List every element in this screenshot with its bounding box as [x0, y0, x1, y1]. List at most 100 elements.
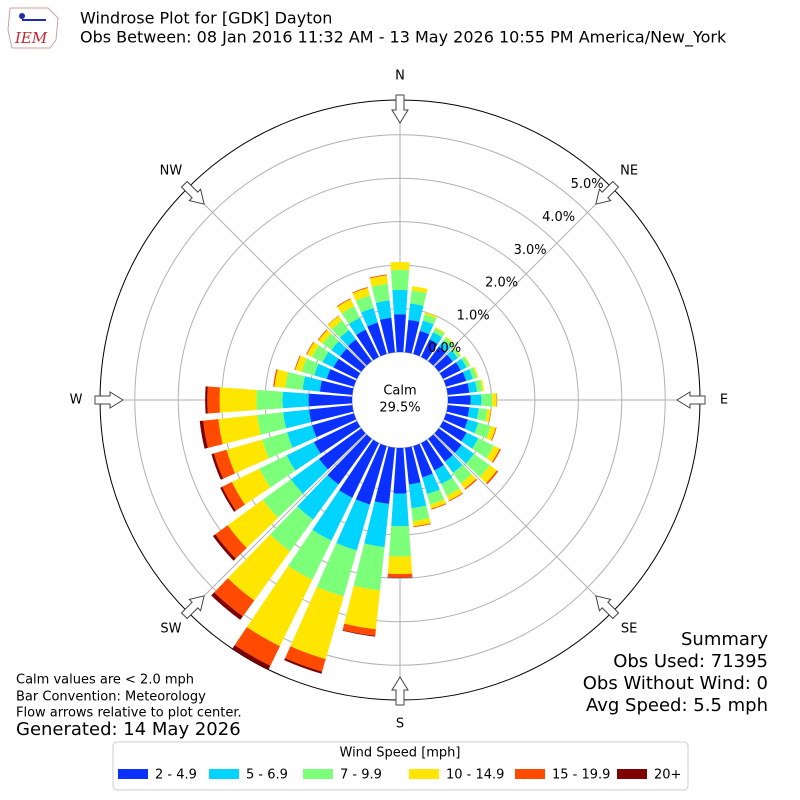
arrow-shape [94, 391, 124, 409]
bar-segment [413, 443, 433, 478]
note: Flow arrows relative to plot center. [16, 706, 242, 721]
bar-segment [327, 315, 339, 326]
bar-segment [428, 434, 453, 462]
grid-spoke [187, 187, 367, 367]
note: Calm values are < 2.0 mph [16, 673, 194, 688]
bar-segment [447, 350, 458, 362]
arrow-shape [391, 676, 409, 706]
summary: Summary [681, 629, 768, 650]
bar-segment [212, 534, 236, 561]
bar-segment [331, 320, 350, 338]
generated: Generated: 14 May 2026 [16, 719, 241, 740]
bar-segment [496, 393, 498, 407]
r-tick-label: 3.0% [514, 243, 547, 258]
legend-label: 5 - 6.9 [246, 768, 288, 783]
legend-label: 2 - 4.9 [155, 768, 197, 783]
arrow-shape [180, 180, 205, 205]
legend-label: 20+ [654, 768, 681, 783]
direction-label: N [395, 69, 405, 84]
legend-swatch [209, 769, 239, 779]
bar-segment [340, 348, 366, 372]
bar-segment [262, 479, 303, 518]
bar-segment [316, 543, 357, 597]
flow-arrow [180, 595, 205, 620]
bar-segment [449, 492, 464, 502]
bar-segment [379, 317, 395, 354]
bar-segment [339, 439, 379, 498]
bar-segment [465, 453, 490, 478]
legend-label: 10 - 14.9 [446, 768, 504, 783]
bar-segment [339, 329, 356, 347]
bar-segment [442, 337, 454, 348]
bar-segment [412, 518, 431, 527]
bar-segment [387, 556, 413, 574]
bar-segment [356, 329, 379, 361]
bar-segment [464, 356, 471, 367]
bar-segment [472, 438, 494, 459]
bar-segment [287, 425, 317, 448]
bar-segment [259, 455, 296, 488]
bar-segment [413, 330, 430, 357]
bar-segment [445, 336, 455, 345]
bar-segment [433, 328, 445, 338]
bar-segment [394, 314, 406, 353]
bar-segment [469, 367, 478, 380]
bar-segment [434, 354, 453, 372]
bar-segment [222, 481, 245, 511]
bar-segment [422, 473, 440, 495]
bar-segment [331, 341, 347, 357]
bar-segment [369, 275, 388, 287]
bar-segment [336, 499, 371, 551]
bar-segment [413, 523, 431, 528]
bar-segment [288, 529, 332, 580]
bar-segment [319, 380, 354, 395]
flow-arrow [595, 180, 620, 205]
bar-segment [461, 356, 470, 368]
legend-label: 15 - 19.9 [552, 768, 610, 783]
bar-segment [290, 586, 344, 660]
bar-segment [492, 393, 497, 407]
bar-segment [285, 646, 326, 672]
bar-segment [434, 428, 462, 453]
summary: Avg Speed: 5.5 mph [586, 695, 768, 716]
bar-segment [428, 346, 447, 366]
bar-segment [464, 478, 478, 490]
bar-segment [461, 432, 479, 449]
bar-segment [486, 445, 500, 463]
bar-segment [387, 577, 413, 578]
flow-arrow [391, 94, 409, 124]
calm-label: Calm [383, 384, 416, 399]
bar-segment [327, 434, 372, 485]
bar-segment [352, 287, 368, 294]
bar-segment [446, 488, 463, 501]
bar-segment [391, 493, 409, 527]
bar-segment [306, 341, 315, 355]
bar-segment [342, 629, 376, 637]
bar-segment [295, 355, 307, 372]
bar-segment [234, 627, 280, 666]
bar-segment [326, 368, 357, 387]
bar-segment [256, 389, 283, 411]
summary: Obs Used: 71395 [613, 651, 768, 672]
arrow-shape [595, 595, 620, 620]
bar-segment [333, 358, 361, 379]
bar-segment [447, 395, 471, 405]
legend-label: 7 - 9.9 [340, 768, 382, 783]
bar-segment [199, 420, 208, 449]
bar-segment [336, 298, 351, 307]
bar-segment [302, 376, 322, 392]
bar-segment [367, 322, 387, 357]
legend-swatch [515, 769, 545, 779]
bar-segment [405, 446, 421, 485]
legend-swatch [118, 769, 148, 779]
bar-segment [318, 428, 366, 470]
bar-segment [337, 299, 355, 314]
bar-segment [375, 300, 392, 320]
calm-value: 29.5% [379, 401, 420, 416]
bar-segment [443, 371, 467, 387]
bar-segment [306, 342, 319, 358]
flow-arrow [676, 391, 706, 409]
bar-segment [454, 444, 474, 464]
r-tick-label: 5.0% [571, 177, 604, 192]
direction-label: SW [160, 622, 181, 637]
